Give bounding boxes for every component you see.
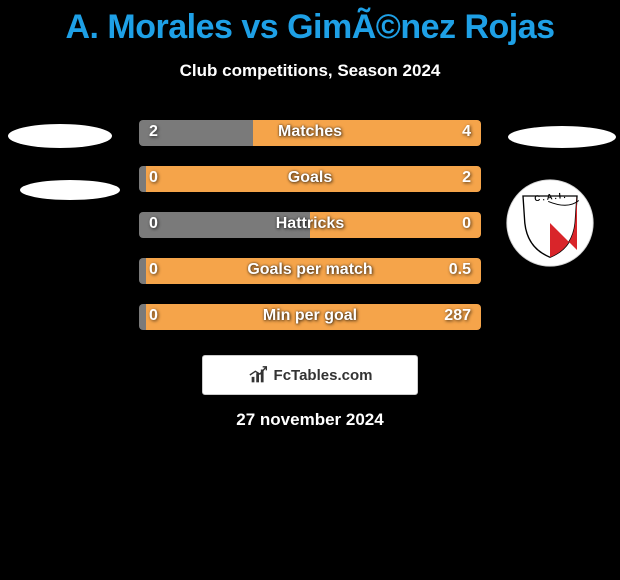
brand-box[interactable]: FcTables.com (202, 355, 418, 395)
stat-label: Goals (139, 169, 481, 187)
stat-value-right: 4 (462, 123, 471, 141)
comparison-subtitle: Club competitions, Season 2024 (0, 61, 620, 81)
stat-row: Hattricks0 0 (139, 212, 481, 238)
stat-label: Min per goal (139, 307, 481, 325)
snapshot-date: 27 november 2024 (0, 410, 620, 430)
stat-row: Goals per match0 0.5 (139, 258, 481, 284)
stat-row: Goals0 2 (139, 166, 481, 192)
stat-value-left: 0 (149, 169, 158, 187)
stat-label: Goals per match (139, 261, 481, 279)
stat-label: Hattricks (139, 215, 481, 233)
comparison-title: A. Morales vs GimÃ©nez Rojas (0, 0, 620, 47)
brand-text: FcTables.com (274, 367, 373, 384)
stat-row: Matches2 4 (139, 120, 481, 146)
stat-value-left: 0 (149, 215, 158, 233)
stat-row: Min per goal0 287 (139, 304, 481, 330)
stat-label: Matches (139, 123, 481, 141)
stat-value-right: 0.5 (449, 261, 471, 279)
stat-value-left: 0 (149, 261, 158, 279)
brand-icon (248, 364, 270, 386)
stat-value-right: 0 (462, 215, 471, 233)
stat-value-right: 287 (444, 307, 471, 325)
stats-container: Matches24Goals02Hattricks00Goals per mat… (0, 120, 620, 350)
stat-value-left: 0 (149, 307, 158, 325)
stat-value-left: 2 (149, 123, 158, 141)
stat-value-right: 2 (462, 169, 471, 187)
